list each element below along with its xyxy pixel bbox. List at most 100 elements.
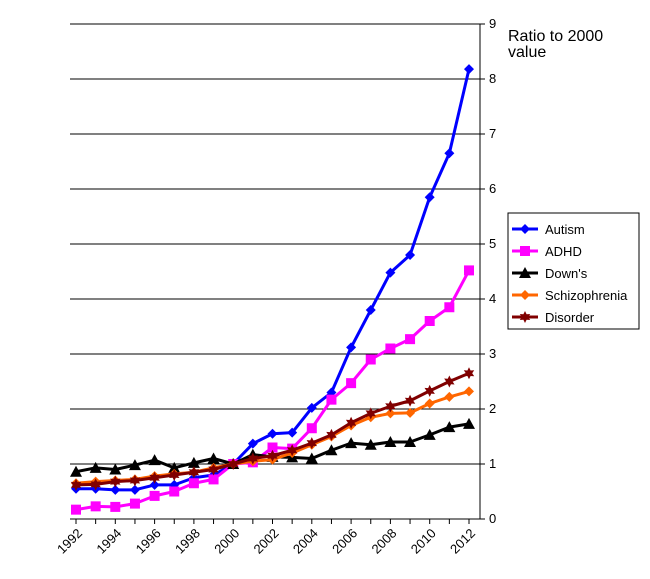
legend-label-autism: Autism <box>545 222 585 237</box>
legend-label-schizophrenia: Schizophrenia <box>545 288 628 303</box>
data-point-disorder-1993 <box>90 478 101 491</box>
data-point-disorder-2012 <box>463 367 475 380</box>
legend-label-disorder: Disorder <box>545 310 595 325</box>
data-point-schizophrenia-2012 <box>464 386 474 397</box>
data-point-disorder-1999 <box>208 463 219 476</box>
x-tick-label-2000: 2000 <box>211 526 242 557</box>
legend: Autism ADHD Down's Schizophrenia Disorder <box>507 212 640 330</box>
data-point-autism-2008 <box>385 267 396 278</box>
data-point-disorder-2003 <box>286 444 298 457</box>
data-point-disorder-2006 <box>345 416 357 429</box>
data-point-schizophrenia-2011 <box>444 391 455 402</box>
data-point-adhd-2010 <box>424 316 435 326</box>
data-point-adhd-1996 <box>149 490 160 501</box>
data-point-adhd-1998 <box>188 478 199 489</box>
data-point-down-s-1995 <box>128 459 141 471</box>
data-point-disorder-1997 <box>169 469 180 481</box>
data-point-down-s-2009 <box>404 436 417 447</box>
legend-marker-autism <box>520 224 530 234</box>
x-tick-label-1994: 1994 <box>93 526 124 557</box>
data-point-down-s-2008 <box>384 436 397 447</box>
data-point-down-s-2010 <box>423 428 436 440</box>
data-point-disorder-2004 <box>306 437 317 450</box>
data-point-adhd-2011 <box>444 302 455 313</box>
series-line-adhd <box>75 269 471 512</box>
legend-label-down-s: Down's <box>545 266 588 281</box>
data-point-autism-2009 <box>405 250 416 260</box>
data-point-autism-1994 <box>110 484 121 495</box>
x-tick-label-2008: 2008 <box>368 526 399 557</box>
y-tick-label-6: 6 <box>489 181 496 196</box>
legend-box <box>507 212 640 330</box>
y-axis-ticks: 0 1 2 3 4 5 6 7 8 9 <box>480 16 496 526</box>
data-point-adhd-2008 <box>385 343 396 354</box>
data-point-autism-1996 <box>149 479 160 490</box>
data-point-down-s-1993 <box>89 461 102 473</box>
x-tick-label-1996: 1996 <box>133 526 164 557</box>
y-axis-label: Ratio to 2000 value <box>508 28 603 61</box>
data-series <box>70 64 475 515</box>
data-point-adhd-1999 <box>208 474 219 485</box>
data-point-down-s-1994 <box>109 463 122 475</box>
data-point-autism-2001 <box>247 438 258 449</box>
x-tick-label-1992: 1992 <box>54 526 85 557</box>
legend-marker-down-s <box>519 267 531 278</box>
data-point-disorder-2000 <box>228 458 239 470</box>
data-point-disorder-1994 <box>110 475 121 488</box>
data-point-down-s-2005 <box>325 444 338 456</box>
y-tick-label-0: 0 <box>489 511 496 526</box>
data-point-down-s-1992 <box>70 465 82 477</box>
data-point-autism-2004 <box>306 402 317 413</box>
data-point-autism-2006 <box>346 342 357 353</box>
data-point-disorder-2007 <box>365 407 376 420</box>
y-tick-label-2: 2 <box>489 401 496 416</box>
x-tick-label-1998: 1998 <box>172 526 203 557</box>
data-point-disorder-2002 <box>267 449 278 462</box>
data-point-down-s-2006 <box>345 437 358 449</box>
data-point-adhd-2002 <box>267 442 278 453</box>
data-point-adhd-2009 <box>405 334 416 345</box>
data-point-autism-1995 <box>129 484 140 495</box>
y-tick-label-4: 4 <box>489 291 496 306</box>
gridlines <box>70 23 480 465</box>
data-point-down-s-1997 <box>168 461 181 473</box>
data-point-schizophrenia-2010 <box>424 398 435 409</box>
y-tick-label-8: 8 <box>489 71 496 86</box>
data-point-down-s-1998 <box>187 456 200 468</box>
x-tick-label-2002: 2002 <box>251 526 282 557</box>
data-point-down-s-1999 <box>207 452 220 464</box>
data-point-disorder-1995 <box>129 474 141 487</box>
data-point-down-s-2007 <box>364 438 377 450</box>
x-tick-label-2004: 2004 <box>290 526 321 557</box>
data-point-autism-2010 <box>424 192 435 203</box>
series-disorder <box>70 367 475 491</box>
legend-marker-adhd <box>520 246 530 256</box>
data-point-adhd-1994 <box>110 501 121 512</box>
data-point-disorder-2011 <box>444 375 455 388</box>
data-point-schizophrenia-2009 <box>405 407 416 418</box>
y-tick-label-3: 3 <box>489 346 496 361</box>
legend-entry-autism: Autism <box>512 222 585 237</box>
data-point-adhd-2004 <box>306 423 317 434</box>
data-point-adhd-2006 <box>346 378 357 389</box>
data-point-disorder-2010 <box>424 384 435 397</box>
x-tick-label-2006: 2006 <box>329 526 360 557</box>
data-point-down-s-2011 <box>443 421 456 433</box>
data-point-disorder-1998 <box>188 466 200 479</box>
y-axis-label-line-1: Ratio to 2000 <box>508 28 603 45</box>
data-point-autism-2002 <box>267 428 278 439</box>
legend-marker-disorder <box>519 311 531 323</box>
data-point-autism-2007 <box>365 305 376 315</box>
legend-label-adhd: ADHD <box>545 244 582 259</box>
legend-entry-schizophrenia: Schizophrenia <box>512 288 628 303</box>
data-point-disorder-2008 <box>385 400 396 413</box>
data-point-disorder-1992 <box>70 478 82 491</box>
data-point-adhd-1995 <box>129 498 140 509</box>
data-point-adhd-1993 <box>90 501 101 512</box>
legend-entry-disorder: Disorder <box>512 310 595 325</box>
data-point-disorder-1996 <box>149 471 160 484</box>
data-point-schizophrenia-2008 <box>385 408 396 419</box>
data-point-autism-2011 <box>444 148 455 159</box>
y-axis-label-line-2: value <box>508 44 546 61</box>
